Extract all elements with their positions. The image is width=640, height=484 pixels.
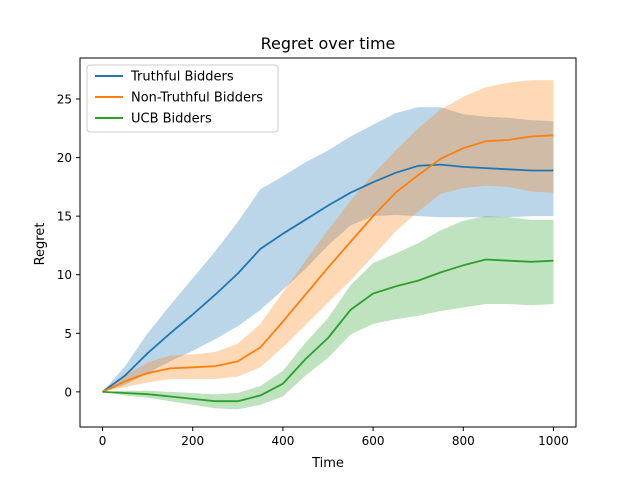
y-tick-label: 5 <box>64 327 72 341</box>
x-tick-label: 1000 <box>538 434 569 448</box>
chart-title: Regret over time <box>261 34 396 53</box>
legend-label: Non-Truthful Bidders <box>131 91 263 106</box>
x-tick-label: 800 <box>452 434 475 448</box>
y-tick-label: 15 <box>57 210 72 224</box>
x-tick-label: 600 <box>362 434 385 448</box>
non-truthful-bidders-line <box>102 134 554 393</box>
x-tick-label: 200 <box>181 434 204 448</box>
series-lines <box>101 134 554 403</box>
legend-label: UCB Bidders <box>131 112 212 127</box>
y-tick-label: 0 <box>64 385 72 399</box>
y-tick-label: 20 <box>57 151 72 165</box>
legend-label: Truthful Bidders <box>130 70 234 85</box>
y-tick-label: 25 <box>57 93 72 107</box>
x-tick-label: 400 <box>271 434 294 448</box>
x-axis-label: Time <box>311 456 344 471</box>
x-tick-label: 0 <box>99 434 107 448</box>
legend-box <box>86 64 279 133</box>
plot-area-frame <box>79 57 577 428</box>
y-tick-label: 10 <box>57 268 72 282</box>
x-axis-ticks: 0 200 400 600 800 1000 <box>99 427 569 448</box>
ucb-bidders-confidence-band <box>102 216 554 410</box>
truthful-bidders-line <box>101 163 554 393</box>
truthful-bidders-confidence-band <box>102 107 554 392</box>
y-axis-label: Regret <box>33 223 48 266</box>
legend: Truthful Bidders Non-Truthful Bidders UCB … <box>86 64 279 133</box>
y-axis-ticks: 0 5 10 15 20 25 <box>57 93 80 399</box>
ucb-bidders-line <box>102 258 554 403</box>
